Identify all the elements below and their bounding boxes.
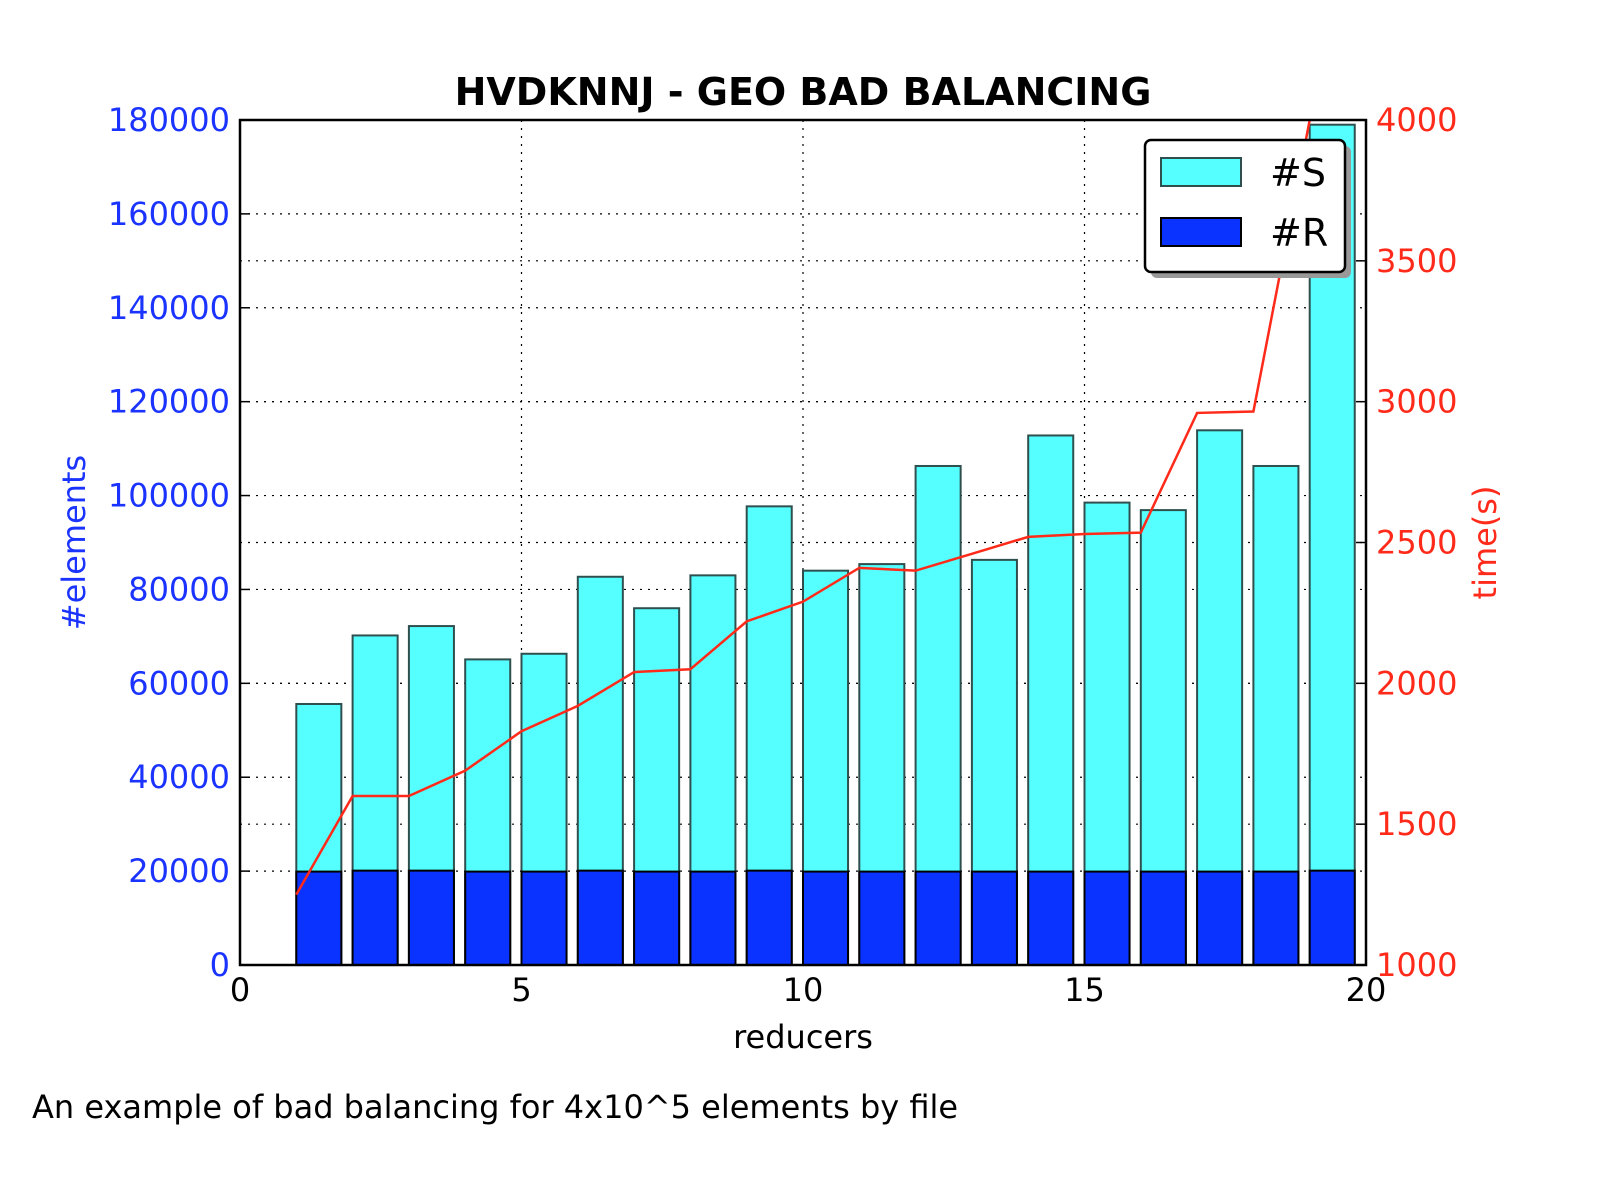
bar-r	[464, 870, 512, 965]
bar-r	[689, 870, 737, 965]
bar-r	[1083, 870, 1131, 965]
y2-tick-label: 3500	[1376, 242, 1457, 280]
bar-r	[407, 869, 455, 965]
y2-tick-label: 1000	[1376, 946, 1457, 984]
bar-r	[858, 870, 906, 965]
bar-r	[802, 870, 850, 965]
y-tick-label: 100000	[108, 477, 230, 515]
bar-r	[520, 870, 568, 965]
legend-label: #S	[1270, 151, 1326, 195]
y2-tick-label: 4000	[1376, 101, 1457, 139]
x-tick-label: 15	[1064, 971, 1105, 1009]
x-tick-label: 20	[1346, 971, 1387, 1009]
y2-axis-label: time(s)	[1466, 486, 1504, 600]
legend-label: #R	[1270, 211, 1328, 255]
bar-r	[1252, 870, 1300, 965]
bar-r	[1308, 869, 1356, 965]
y-tick-label: 160000	[108, 195, 230, 233]
y2-tick-label: 2500	[1376, 524, 1457, 562]
bar-r	[576, 869, 624, 965]
bar-r	[745, 869, 793, 965]
x-tick-label: 0	[230, 971, 250, 1009]
bar-r	[1139, 870, 1187, 965]
bar-r	[970, 870, 1018, 965]
bar-r	[295, 870, 343, 965]
bar-r	[1027, 870, 1075, 965]
y-tick-label: 40000	[128, 758, 230, 796]
chart-title: HVDKNNJ - GEO BAD BALANCING	[455, 70, 1152, 114]
bar-r	[1196, 870, 1244, 965]
y-tick-label: 140000	[108, 289, 230, 327]
x-axis-label: reducers	[733, 1018, 873, 1056]
x-tick-label: 5	[511, 971, 531, 1009]
y-tick-label: 60000	[128, 664, 230, 702]
y-tick-label: 180000	[108, 101, 230, 139]
bar-r	[914, 870, 962, 965]
x-tick-label: 10	[783, 971, 824, 1009]
y2-tick-label: 2000	[1376, 664, 1457, 702]
legend-swatch	[1160, 157, 1242, 187]
bar-r	[633, 870, 681, 965]
y-tick-label: 0	[210, 946, 230, 984]
y2-tick-label: 3000	[1376, 383, 1457, 421]
y-axis-label: #elements	[55, 455, 93, 630]
y-tick-label: 120000	[108, 383, 230, 421]
line-group	[295, 120, 1311, 896]
y-tick-label: 80000	[128, 570, 230, 608]
y2-tick-label: 1500	[1376, 805, 1457, 843]
legend-swatch	[1160, 217, 1242, 247]
figure-caption: An example of bad balancing for 4x10^5 e…	[32, 1088, 959, 1126]
chart: 0200004000060000800001000001200001400001…	[55, 70, 1504, 1056]
y-tick-label: 20000	[128, 852, 230, 890]
bar-r	[351, 869, 399, 965]
